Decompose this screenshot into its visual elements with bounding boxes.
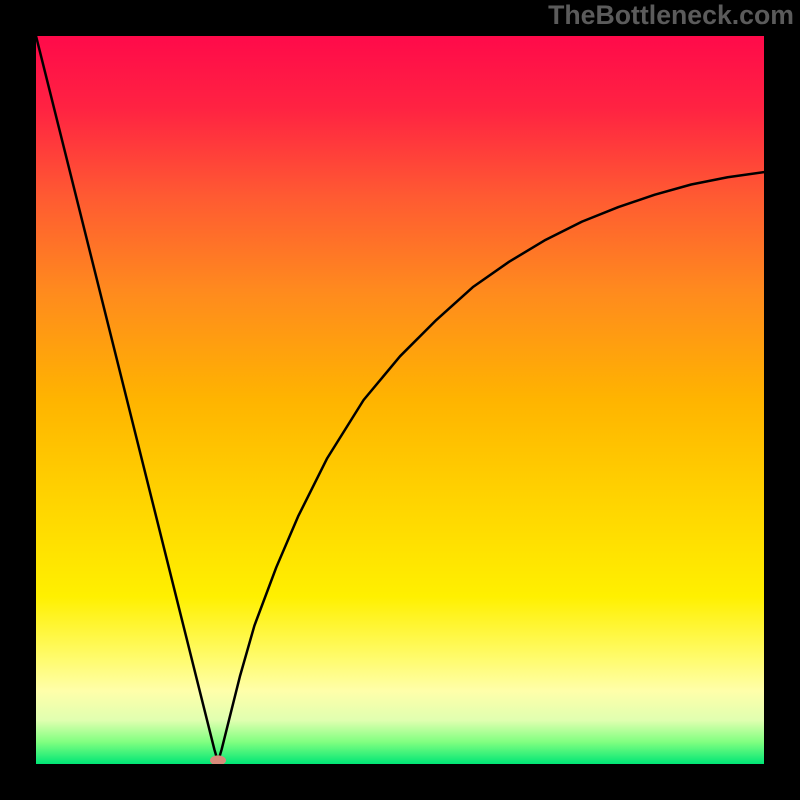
- chart-container: TheBottleneck.com: [0, 0, 800, 800]
- chart-svg: [36, 36, 764, 764]
- bottleneck-curve: [36, 36, 764, 762]
- watermark-text: TheBottleneck.com: [548, 0, 794, 31]
- min-marker: [210, 755, 226, 764]
- plot-area: [36, 36, 764, 764]
